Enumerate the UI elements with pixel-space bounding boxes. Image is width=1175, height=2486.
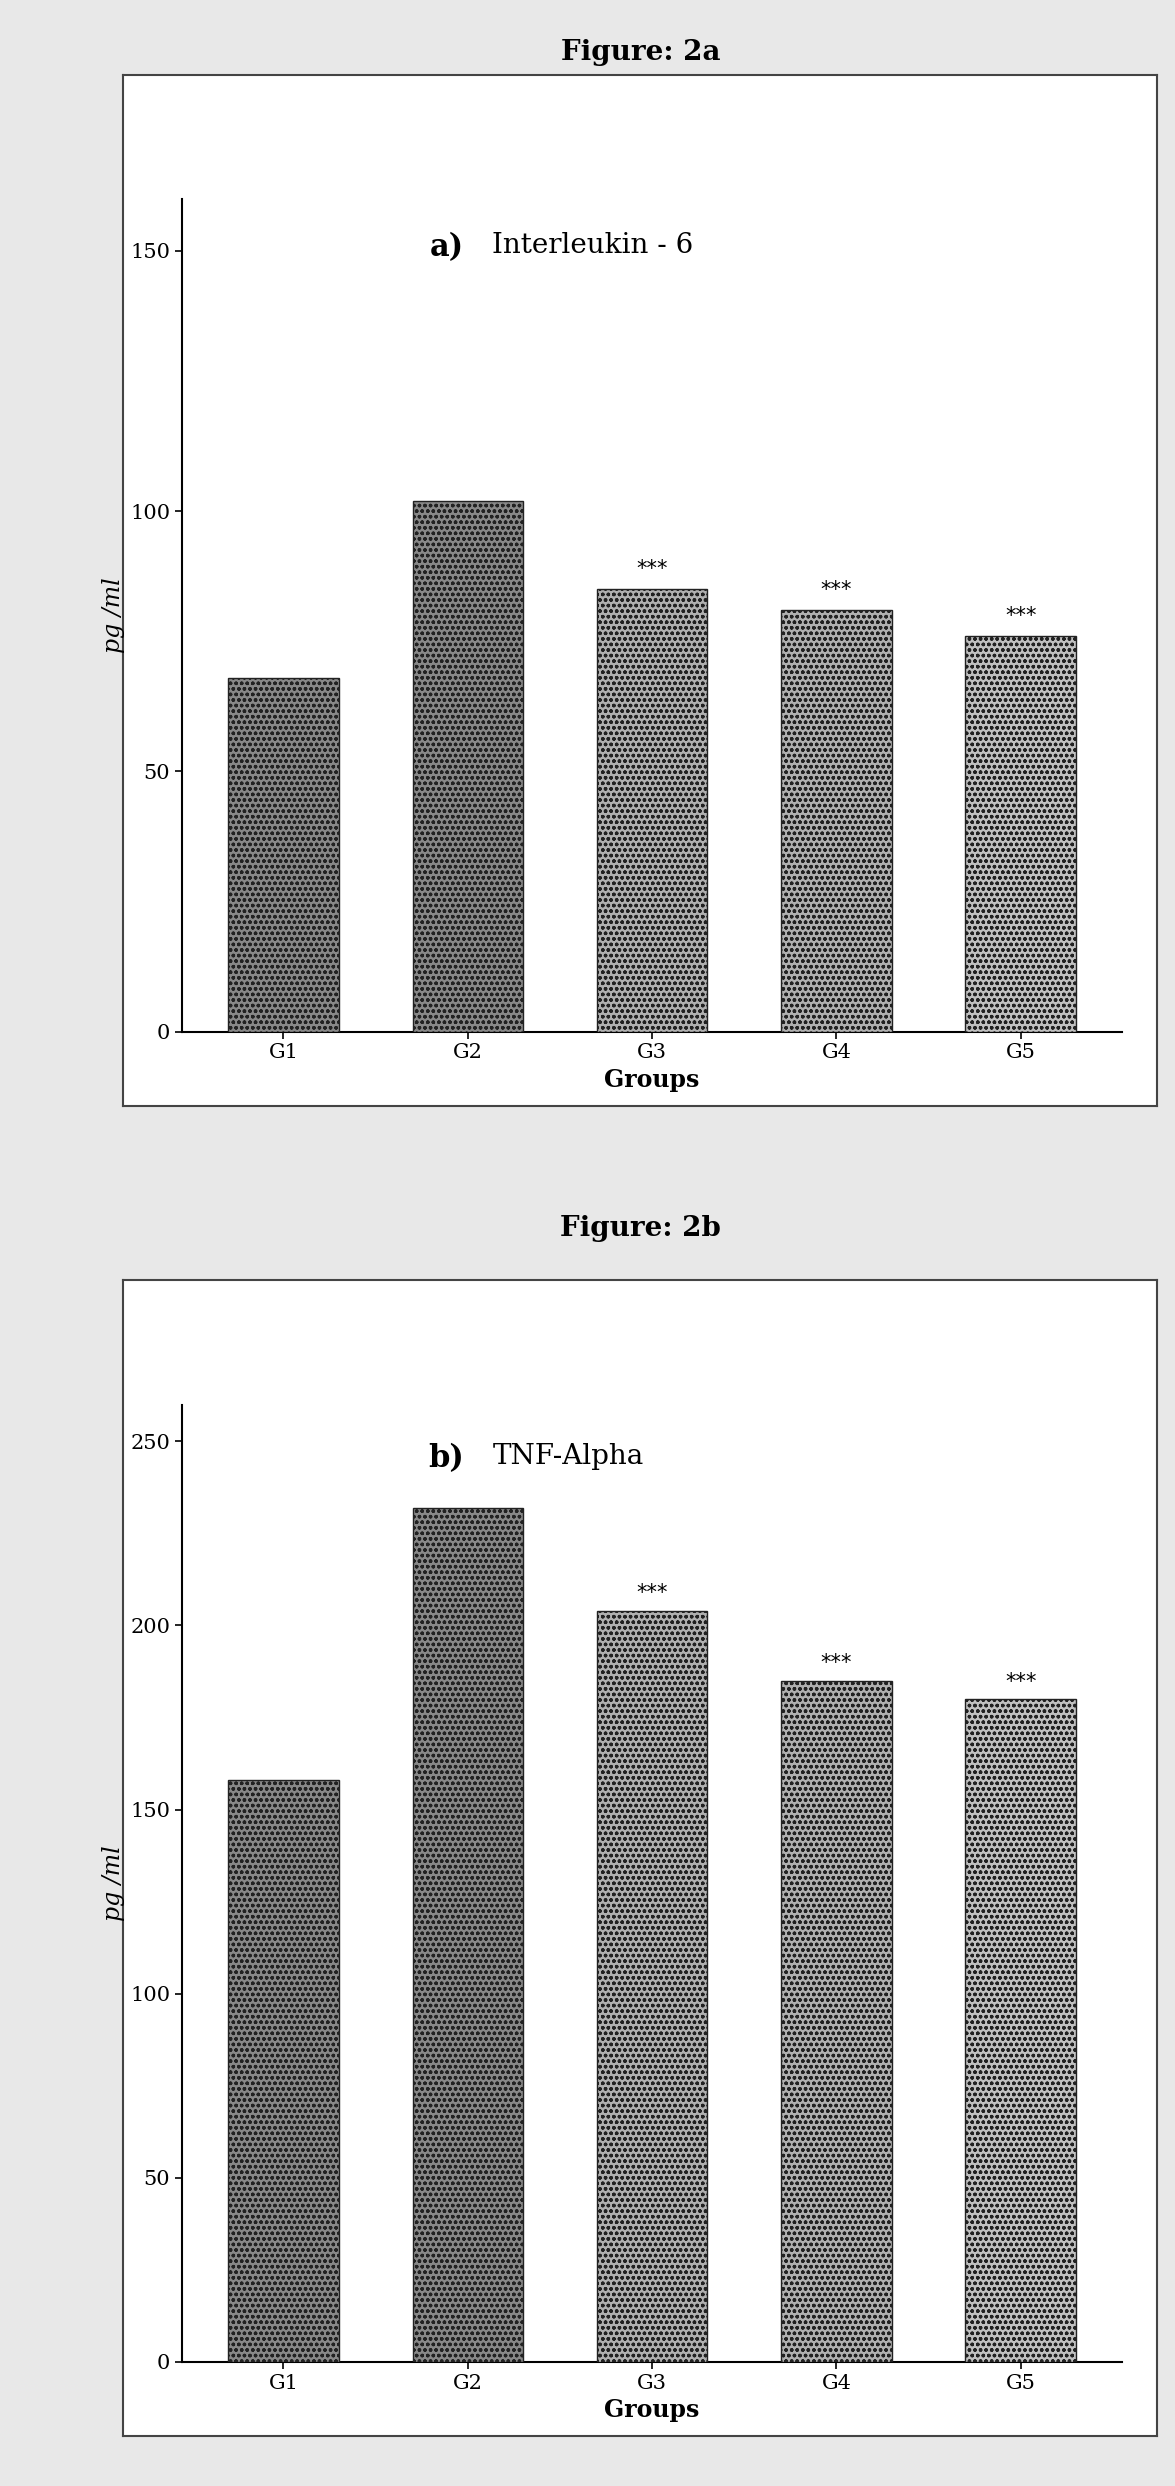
- Text: Figure: 2b: Figure: 2b: [560, 1216, 720, 1241]
- Bar: [228, 679, 338, 1032]
- Text: a): a): [430, 231, 464, 264]
- Bar: [966, 1698, 1076, 2362]
- Bar: [597, 1611, 707, 2362]
- Text: ***: ***: [637, 559, 667, 579]
- Bar: [781, 1681, 892, 2362]
- Bar: [412, 500, 523, 1032]
- Text: ***: ***: [820, 1653, 852, 1673]
- Text: Figure: 2a: Figure: 2a: [560, 40, 720, 65]
- Text: ***: ***: [1005, 607, 1036, 626]
- Bar: [966, 636, 1076, 1032]
- Text: ***: ***: [1005, 1671, 1036, 1690]
- Text: b): b): [429, 1442, 464, 1474]
- Text: ***: ***: [637, 1584, 667, 1603]
- Bar: [412, 1507, 523, 2362]
- Y-axis label: pg /ml: pg /ml: [102, 1845, 125, 1922]
- X-axis label: Groups: Groups: [604, 1069, 700, 1091]
- Text: TNF-Alpha: TNF-Alpha: [492, 1442, 644, 1469]
- X-axis label: Groups: Groups: [604, 2399, 700, 2421]
- Bar: [781, 609, 892, 1032]
- Bar: [228, 1780, 338, 2362]
- Text: Interleukin - 6: Interleukin - 6: [492, 231, 693, 259]
- Y-axis label: pg /ml: pg /ml: [102, 577, 125, 654]
- Text: ***: ***: [820, 579, 852, 599]
- Bar: [597, 589, 707, 1032]
